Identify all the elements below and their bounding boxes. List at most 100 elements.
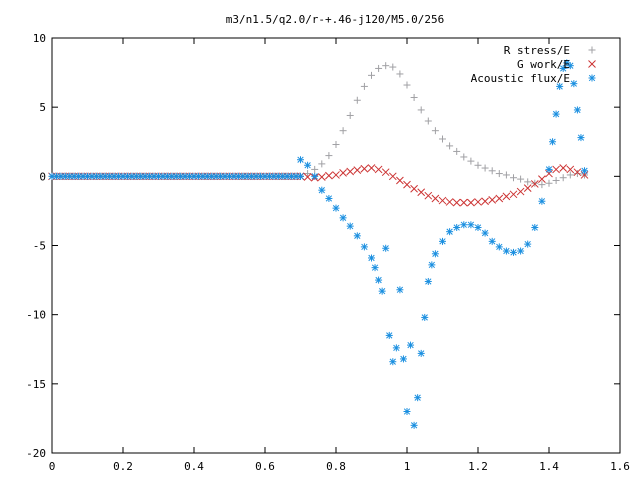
data-point (346, 167, 355, 176)
data-point (460, 153, 468, 161)
data-point (495, 170, 503, 178)
data-point (388, 172, 397, 181)
y-tick-label: -5 (33, 240, 46, 253)
data-point (495, 194, 504, 203)
series-0 (297, 62, 588, 189)
axis-ticks: 0 0.2 0.4 0.6 0.8 1 1.2 1.4 1.6 10 5 0 -5 -10 -15 -20 (26, 32, 630, 473)
data-point (474, 161, 482, 169)
data-point (573, 168, 582, 177)
data-point (325, 152, 333, 160)
data-point (403, 180, 411, 189)
data-point (424, 117, 432, 125)
data-point (566, 62, 574, 70)
data-point (431, 250, 439, 258)
data-point (431, 194, 440, 203)
chart-title: m3/n1.5/q2.0/r-+.46-j120/M5.0/256 (226, 13, 445, 26)
data-point (368, 71, 375, 79)
x-tick-label: 1.2 (468, 460, 488, 473)
data-point (353, 96, 361, 104)
legend-label: Acoustic flux/E (471, 72, 570, 85)
data-point (453, 224, 461, 232)
data-point (318, 186, 326, 194)
data-point (332, 171, 340, 179)
data-point (452, 198, 461, 207)
data-point (523, 184, 532, 192)
data-point (566, 171, 574, 179)
data-point (325, 171, 333, 180)
data-point (509, 190, 518, 199)
data-point (439, 135, 446, 143)
data-point (439, 237, 446, 245)
data-point (573, 106, 581, 114)
data-point (510, 174, 517, 182)
data-point (414, 394, 422, 402)
data-point (410, 421, 418, 429)
data-point (360, 164, 369, 173)
data-point (517, 247, 525, 255)
data-point (346, 111, 354, 119)
data-point (396, 70, 404, 78)
data-point (410, 93, 418, 101)
data-point (339, 127, 347, 135)
series-1 (296, 164, 589, 207)
data-point (311, 165, 319, 173)
y-tick-label: -10 (26, 309, 46, 322)
data-point (446, 228, 454, 236)
data-point (353, 166, 362, 174)
x-tick-label: 1.4 (539, 460, 559, 473)
data-point (581, 167, 588, 175)
data-point (378, 287, 386, 295)
data-point (517, 175, 525, 183)
series-layer (48, 59, 589, 429)
data-point (368, 254, 375, 262)
data-point (474, 198, 482, 206)
data-point (559, 174, 567, 182)
data-point (467, 198, 475, 207)
data-point (552, 110, 560, 118)
legend-marker (588, 60, 596, 68)
data-point (524, 178, 532, 186)
data-point (396, 176, 404, 185)
data-point (552, 165, 560, 174)
data-point (577, 134, 585, 142)
x-tick-label: 0 (49, 460, 56, 473)
data-point (360, 243, 368, 251)
data-point (392, 344, 400, 352)
data-point (549, 138, 557, 146)
data-point (459, 198, 468, 207)
data-point (552, 176, 560, 184)
data-point (410, 184, 418, 193)
flat-point-a (297, 172, 304, 180)
x-tick-label: 0.6 (255, 460, 275, 473)
data-point (382, 244, 390, 252)
data-point (424, 191, 433, 200)
data-point (396, 286, 404, 294)
data-point (399, 355, 407, 363)
plot-frame (51, 37, 621, 454)
data-point (403, 408, 411, 415)
data-point (531, 224, 539, 232)
x-tick-label: 0.4 (184, 460, 204, 473)
data-point (374, 165, 383, 174)
data-point (566, 165, 575, 174)
data-point (389, 358, 397, 366)
x-tick-label: 0.2 (113, 460, 133, 473)
data-point (538, 181, 546, 189)
data-point (318, 160, 326, 168)
data-point (488, 237, 496, 245)
x-tick-label: 1 (404, 460, 411, 473)
data-point (421, 313, 429, 321)
legend-label: G work/E (517, 58, 570, 71)
data-point (438, 196, 447, 205)
data-point (304, 161, 312, 169)
data-point (346, 222, 354, 230)
y-tick-label: 5 (39, 101, 46, 114)
data-point (467, 221, 475, 229)
data-point (481, 197, 489, 206)
data-point (332, 141, 340, 149)
data-point (538, 175, 546, 183)
data-point (417, 106, 425, 114)
data-point (339, 169, 347, 177)
data-point (381, 168, 390, 177)
